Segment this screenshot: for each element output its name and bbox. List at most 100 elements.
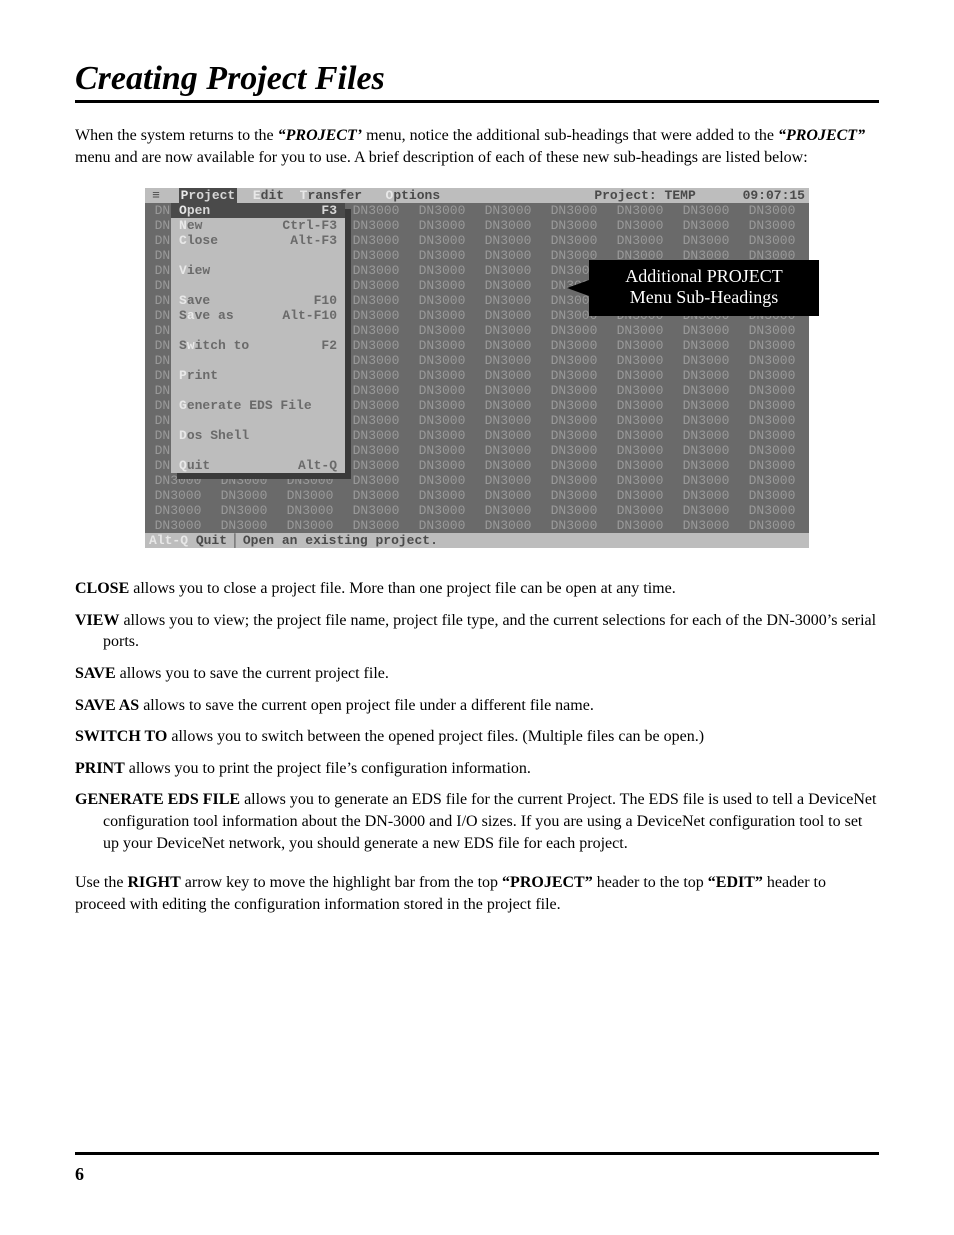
intro-text: menu, notice the additional sub-headings… [362, 127, 778, 144]
closing-bold: RIGHT [127, 874, 180, 891]
definition-item: VIEW allows you to view; the project fil… [75, 610, 879, 653]
menu-item-shortcut: F10 [314, 293, 337, 308]
menu-options[interactable]: Options [386, 188, 441, 203]
definition-term: GENERATE EDS FILE [75, 791, 240, 808]
menu-item-save[interactable]: SaveF10 [171, 293, 345, 308]
menu-item-label: Switch to [179, 338, 321, 353]
definition-item: CLOSE allows you to close a project file… [75, 578, 879, 600]
menu-item-shortcut: Alt-F10 [282, 308, 337, 323]
hotkey: S [179, 293, 187, 308]
menu-item-save-as[interactable]: Save asAlt-F10 [171, 308, 345, 323]
menu-item-label: Generate EDS File [179, 398, 337, 413]
intro-paragraph: When the system returns to the “PROJECT’… [75, 125, 879, 168]
menu-item-label: Dos Shell [179, 428, 337, 443]
closing-paragraph: Use the RIGHT arrow key to move the high… [75, 872, 879, 915]
closing-text: header to the top [593, 874, 708, 891]
status-hotkey: Alt-Q [149, 533, 188, 548]
definition-body: allows you to close a project file. More… [129, 580, 675, 597]
menu-item-close[interactable]: CloseAlt-F3 [171, 233, 345, 248]
project-indicator-label: Project: [594, 188, 656, 203]
menu-item-label: Quit [179, 458, 298, 473]
menu-edit[interactable]: Edit [253, 188, 284, 203]
closing-text: arrow key to move the highlight bar from… [181, 874, 502, 891]
definition-term: SWITCH TO [75, 728, 167, 745]
definition-term: SAVE AS [75, 697, 139, 714]
menu-item-label: Print [179, 368, 337, 383]
hotkey: Q [179, 458, 187, 473]
intro-text: menu and are now available for you to us… [75, 149, 808, 166]
status-bar: Alt-Q Quit │ Open an existing project. [145, 533, 809, 548]
intro-menu-ref-2: “PROJECT” [778, 127, 865, 144]
menu-transfer[interactable]: Transfer [300, 188, 362, 203]
clock: 09:07:15 [743, 188, 805, 203]
hotkey: D [179, 428, 187, 443]
page-number: 6 [75, 1164, 84, 1185]
closing-text: Use the [75, 874, 127, 891]
definition-term: VIEW [75, 612, 119, 629]
definitions-list: CLOSE allows you to close a project file… [75, 578, 879, 854]
definition-term: SAVE [75, 665, 116, 682]
definition-term: CLOSE [75, 580, 129, 597]
hotkey: N [179, 218, 187, 233]
callout-arrow-icon [567, 280, 589, 296]
menu-item-generate-eds-file[interactable]: Generate EDS File [171, 398, 345, 413]
dos-screenshot: ≡ Project Edit Transfer Options Project:… [145, 188, 809, 548]
menu-label: ptions [393, 188, 440, 203]
menu-item-print[interactable]: Print [171, 368, 345, 383]
menu-label: roject [188, 188, 235, 203]
definition-item: GENERATE EDS FILE allows you to generate… [75, 789, 879, 854]
definition-body: allows to save the current open project … [139, 697, 594, 714]
hotkey: C [179, 233, 187, 248]
project-indicator-name: TEMP [665, 188, 696, 203]
menu-item-open[interactable]: OpenF3 [171, 203, 345, 218]
hotkey: P [179, 368, 187, 383]
definition-item: PRINT allows you to print the project fi… [75, 758, 879, 780]
menu-item-shortcut: Alt-F3 [290, 233, 337, 248]
menu-item-switch-to[interactable]: Switch toF2 [171, 338, 345, 353]
intro-menu-ref-1: “PROJECT’ [278, 127, 362, 144]
menu-item-label: Close [179, 233, 290, 248]
hotkey: G [179, 398, 187, 413]
definition-body: allows you to save the current project f… [116, 665, 389, 682]
definition-item: SAVE AS allows to save the current open … [75, 695, 879, 717]
intro-text: When the system returns to the [75, 127, 278, 144]
callout-line: Menu Sub-Headings [603, 287, 805, 308]
menu-item-label: Save as [179, 308, 282, 323]
definition-body: allows you to print the project file’s c… [125, 760, 531, 777]
menu-item-label: New [179, 218, 282, 233]
menu-item-shortcut: F2 [321, 338, 337, 353]
menu-item-dos-shell[interactable]: Dos Shell [171, 428, 345, 443]
status-hint: Open an existing project. [243, 533, 438, 548]
menu-project[interactable]: Project [179, 188, 238, 203]
definition-item: SAVE allows you to save the current proj… [75, 663, 879, 685]
menu-item-label: View [179, 263, 337, 278]
definition-term: PRINT [75, 760, 125, 777]
menu-item-shortcut: Ctrl-F3 [282, 218, 337, 233]
closing-bold: “PROJECT” [502, 874, 593, 891]
footer-rule [75, 1152, 879, 1155]
project-dropdown: OpenF3NewCtrl-F3CloseAlt-F3ViewSaveF10Sa… [171, 203, 345, 473]
hotkey: E [253, 188, 261, 203]
menu-label: ransfer [307, 188, 362, 203]
menu-item-new[interactable]: NewCtrl-F3 [171, 218, 345, 233]
callout-line: Additional PROJECT [603, 266, 805, 287]
divider: │ [227, 533, 243, 548]
definition-item: SWITCH TO allows you to switch between t… [75, 726, 879, 748]
menu-item-shortcut: F3 [321, 203, 337, 218]
hotkey: O [179, 203, 187, 218]
hotkey: V [179, 263, 187, 278]
definition-body: allows you to view; the project file nam… [103, 612, 876, 651]
page-title: Creating Project Files [75, 60, 879, 103]
menu-item-quit[interactable]: QuitAlt-Q [171, 458, 345, 473]
menu-item-view[interactable]: View [171, 263, 345, 278]
hotkey: a [187, 308, 195, 323]
menu-item-label: Save [179, 293, 314, 308]
callout-box: Additional PROJECT Menu Sub-Headings [589, 260, 819, 316]
closing-bold: “EDIT” [708, 874, 763, 891]
definition-body: allows you to switch between the opened … [167, 728, 704, 745]
menu-item-shortcut: Alt-Q [298, 458, 337, 473]
system-menu-icon[interactable]: ≡ [149, 188, 163, 203]
menu-label: dit [261, 188, 284, 203]
hotkey: w [187, 338, 195, 353]
status-hotkey-label: Quit [196, 533, 227, 548]
